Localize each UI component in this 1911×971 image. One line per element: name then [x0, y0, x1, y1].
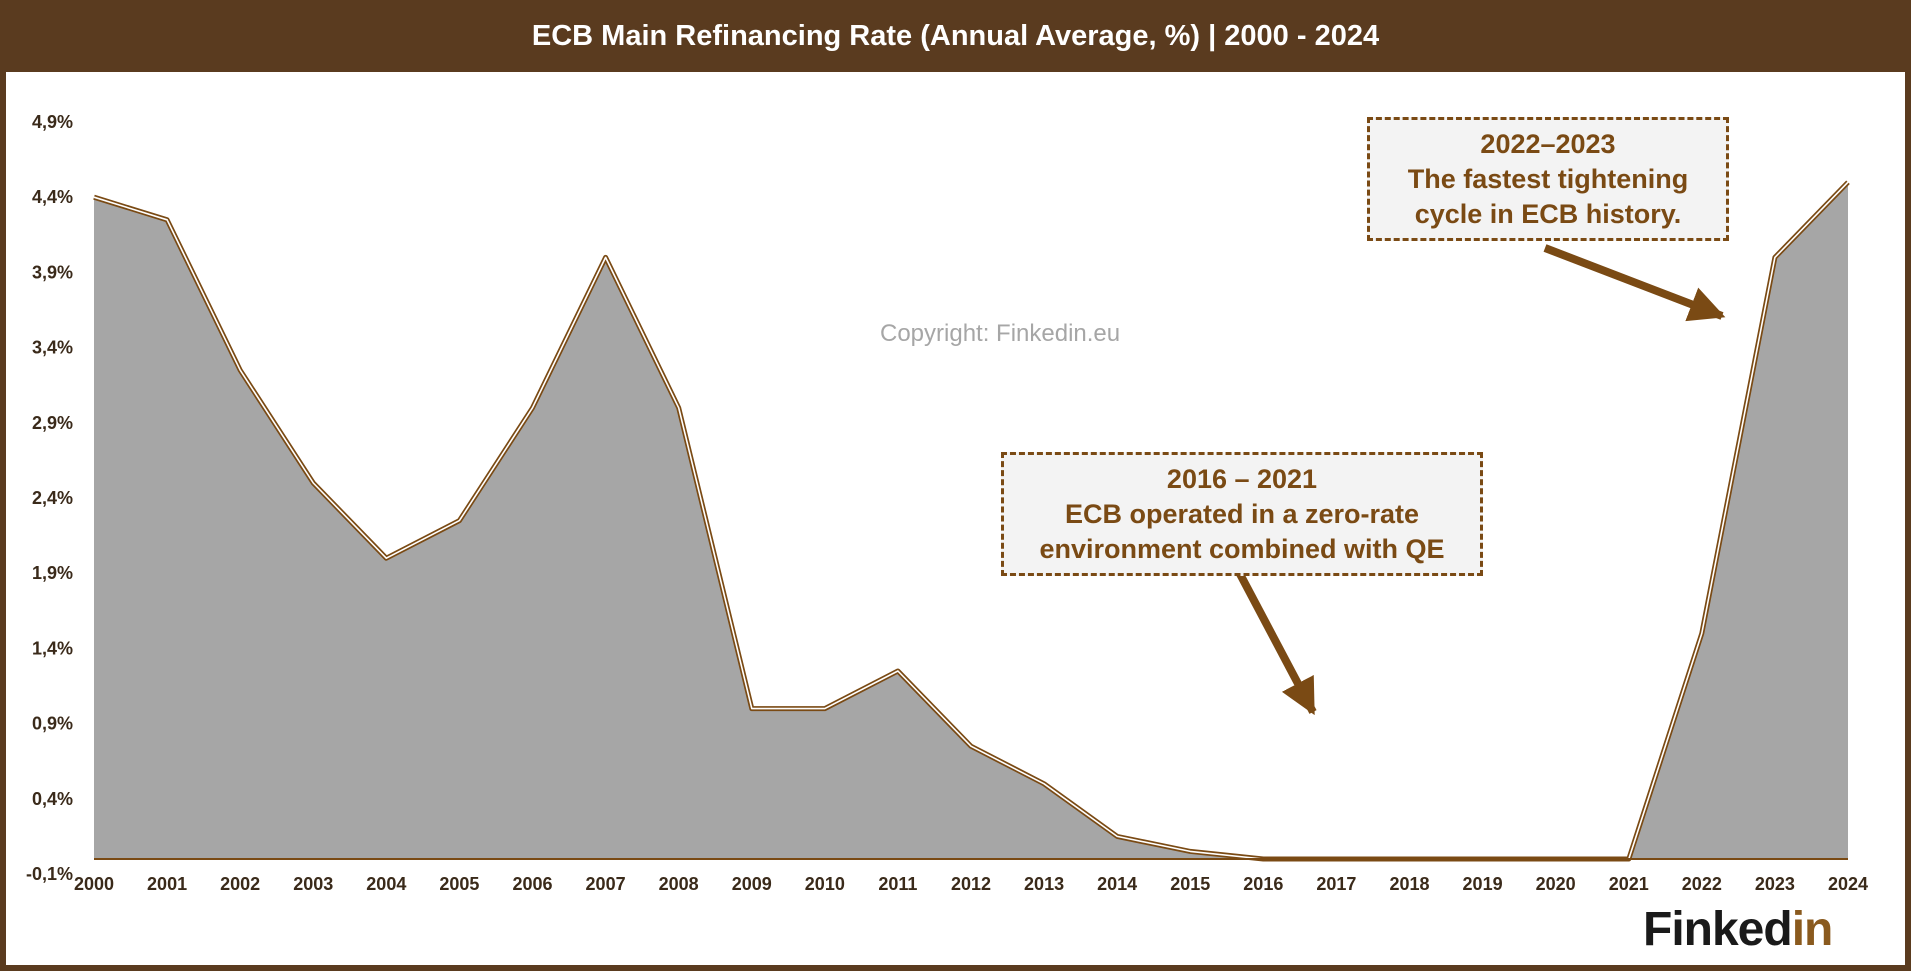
- x-tick-label: 2000: [74, 874, 114, 894]
- logo-text-main: Finked: [1643, 903, 1793, 956]
- x-tick-label: 2014: [1097, 874, 1137, 894]
- x-tick-label: 2021: [1609, 874, 1649, 894]
- x-tick-label: 2016: [1243, 874, 1283, 894]
- copyright-watermark: Copyright: Finkedin.eu: [880, 320, 1121, 347]
- y-tick-label: 4,4%: [32, 187, 73, 207]
- annotation-zero-rate-line3: environment combined with QE: [1039, 533, 1445, 564]
- y-tick-label: 1,9%: [32, 563, 73, 583]
- annotation-arrow-tightening: [1543, 244, 1726, 322]
- x-tick-label: 2022: [1682, 874, 1722, 894]
- annotation-tightening-line1: 2022–2023: [1480, 128, 1616, 159]
- y-tick-label: 1,4%: [32, 638, 73, 658]
- chart-title: ECB Main Refinancing Rate (Annual Averag…: [0, 0, 1911, 72]
- y-tick-label: 2,4%: [32, 488, 73, 508]
- x-tick-label: 2023: [1755, 874, 1795, 894]
- series-area: [94, 182, 1848, 859]
- x-tick-label: 2018: [1389, 874, 1429, 894]
- x-tick-label: 2011: [878, 874, 917, 894]
- x-tick-label: 2009: [732, 874, 772, 894]
- x-tick-label: 2017: [1316, 874, 1356, 894]
- y-tick-label: -0,1%: [26, 864, 73, 884]
- annotation-zero-rate: 2016 – 2021 ECB operated in a zero-rate …: [1001, 452, 1483, 576]
- annotation-tightening-line3: cycle in ECB history.: [1414, 198, 1682, 229]
- x-tick-label: 2007: [586, 874, 626, 894]
- x-tick-label: 2015: [1170, 874, 1210, 894]
- y-tick-label: 3,4%: [32, 338, 73, 358]
- x-tick-label: 2008: [659, 874, 699, 894]
- logo-text-accent: in: [1791, 903, 1834, 956]
- y-tick-label: 0,9%: [32, 714, 73, 734]
- x-tick-label: 2003: [293, 874, 333, 894]
- finkedin-logo: Finkedin: [1643, 902, 1834, 958]
- x-tick-label: 2006: [512, 874, 552, 894]
- annotation-tightening: 2022–2023 The fastest tightening cycle i…: [1367, 117, 1729, 241]
- x-tick-label: 2010: [805, 874, 845, 894]
- annotation-zero-rate-line2: ECB operated in a zero-rate: [1064, 498, 1420, 529]
- y-tick-label: 2,9%: [32, 413, 73, 433]
- annotation-tightening-line2: The fastest tightening: [1407, 163, 1689, 194]
- y-tick-label: 3,9%: [32, 262, 73, 282]
- x-tick-label: 2004: [366, 874, 406, 894]
- x-tick-label: 2024: [1828, 874, 1868, 894]
- x-tick-label: 2019: [1463, 874, 1503, 894]
- x-tick-label: 2005: [439, 874, 479, 894]
- x-tick-label: 2012: [951, 874, 991, 894]
- annotation-zero-rate-line1: 2016 – 2021: [1166, 463, 1318, 494]
- y-tick-label: 0,4%: [32, 789, 73, 809]
- x-tick-label: 2002: [220, 874, 260, 894]
- y-tick-label: 4,9%: [32, 112, 73, 132]
- x-tick-label: 2001: [147, 874, 187, 894]
- x-tick-label: 2020: [1536, 874, 1576, 894]
- annotation-arrow-zero-rate: [1236, 572, 1317, 716]
- x-tick-label: 2013: [1024, 874, 1064, 894]
